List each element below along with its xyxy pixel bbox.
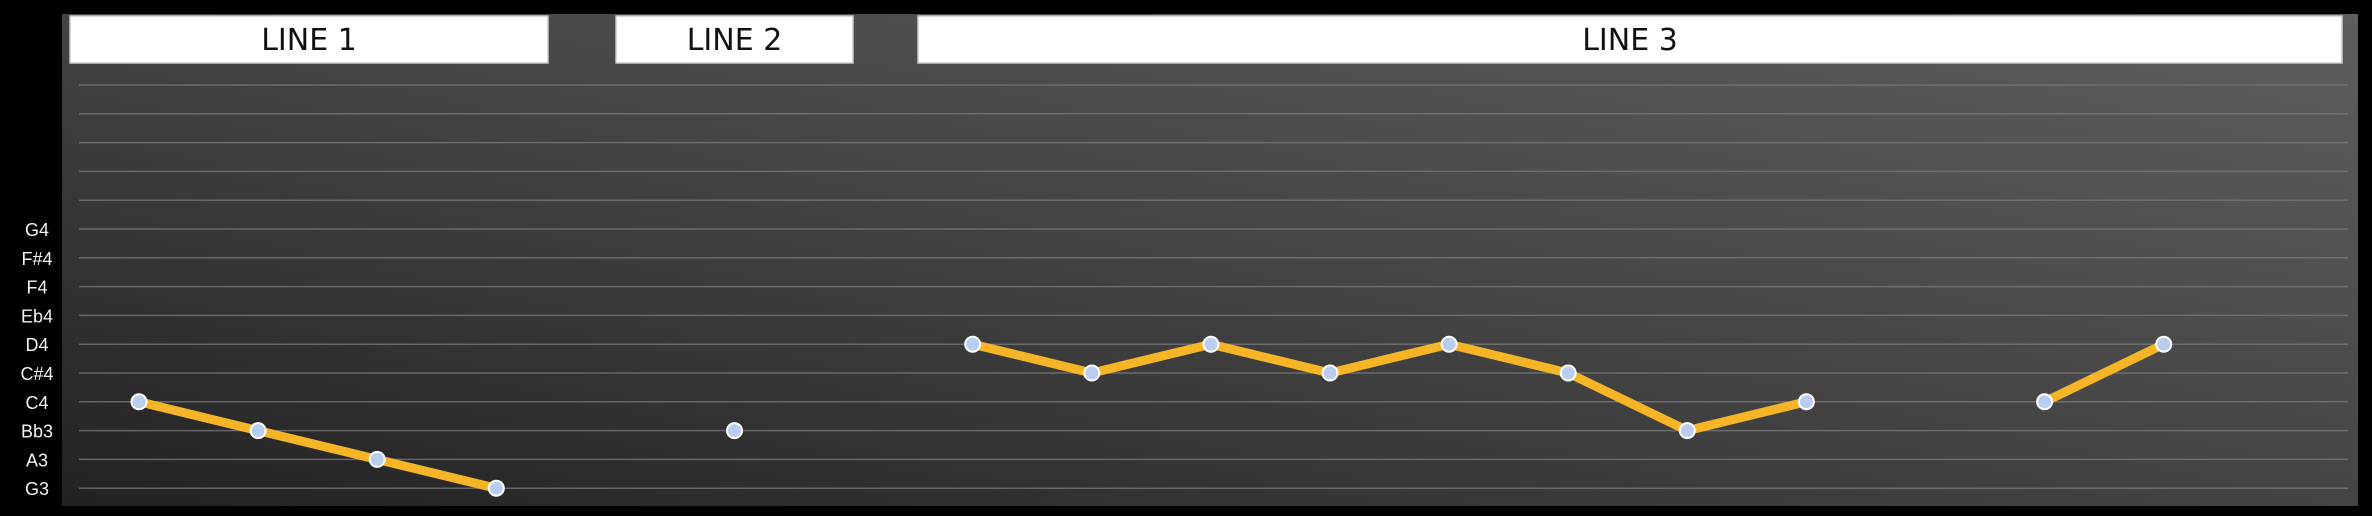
data-point bbox=[249, 422, 267, 440]
data-point bbox=[2036, 393, 2054, 411]
y-tick-label: Eb4 bbox=[21, 306, 53, 326]
y-tick-label: D4 bbox=[25, 335, 48, 355]
y-tick-label: C#4 bbox=[20, 364, 53, 384]
y-tick-label: F4 bbox=[26, 278, 47, 298]
data-point bbox=[1202, 335, 1220, 353]
data-point bbox=[368, 450, 386, 468]
section-header-box bbox=[69, 15, 549, 64]
gridlines bbox=[79, 84, 2348, 489]
data-point bbox=[1083, 364, 1101, 382]
series-line bbox=[2040, 339, 2169, 407]
section-header-label: LINE 1 bbox=[261, 23, 357, 58]
y-tick-label: Bb3 bbox=[21, 422, 53, 442]
y-tick-label: C4 bbox=[25, 393, 48, 413]
data-point bbox=[487, 479, 505, 497]
y-tick-label: A3 bbox=[26, 450, 48, 470]
y-axis-ticks: G3 A3 Bb3 C4 C#4 D4 Eb4 F4 F#4 G4 bbox=[20, 220, 53, 499]
y-tick-label: F#4 bbox=[21, 249, 52, 269]
data-point bbox=[1321, 364, 1339, 382]
plot-area bbox=[62, 14, 2358, 506]
data-series bbox=[130, 335, 2173, 497]
data-point bbox=[2155, 335, 2173, 353]
section-header-box bbox=[917, 15, 2343, 64]
y-tick-label: G4 bbox=[25, 220, 49, 240]
data-point bbox=[1678, 422, 1696, 440]
section-header-box bbox=[615, 15, 854, 64]
series-line bbox=[968, 339, 1811, 436]
section-header-label: LINE 3 bbox=[1582, 23, 1678, 58]
section-header-label: LINE 2 bbox=[687, 23, 783, 58]
data-point bbox=[130, 393, 148, 411]
data-point bbox=[726, 422, 743, 440]
data-point bbox=[1797, 393, 1815, 411]
section-headers: LINE 1 LINE 2 LINE 3 bbox=[69, 15, 2343, 64]
series-line bbox=[134, 397, 501, 493]
data-point bbox=[1559, 364, 1577, 382]
y-tick-label: G3 bbox=[25, 479, 49, 499]
data-point bbox=[964, 335, 982, 353]
data-point bbox=[1440, 335, 1458, 353]
